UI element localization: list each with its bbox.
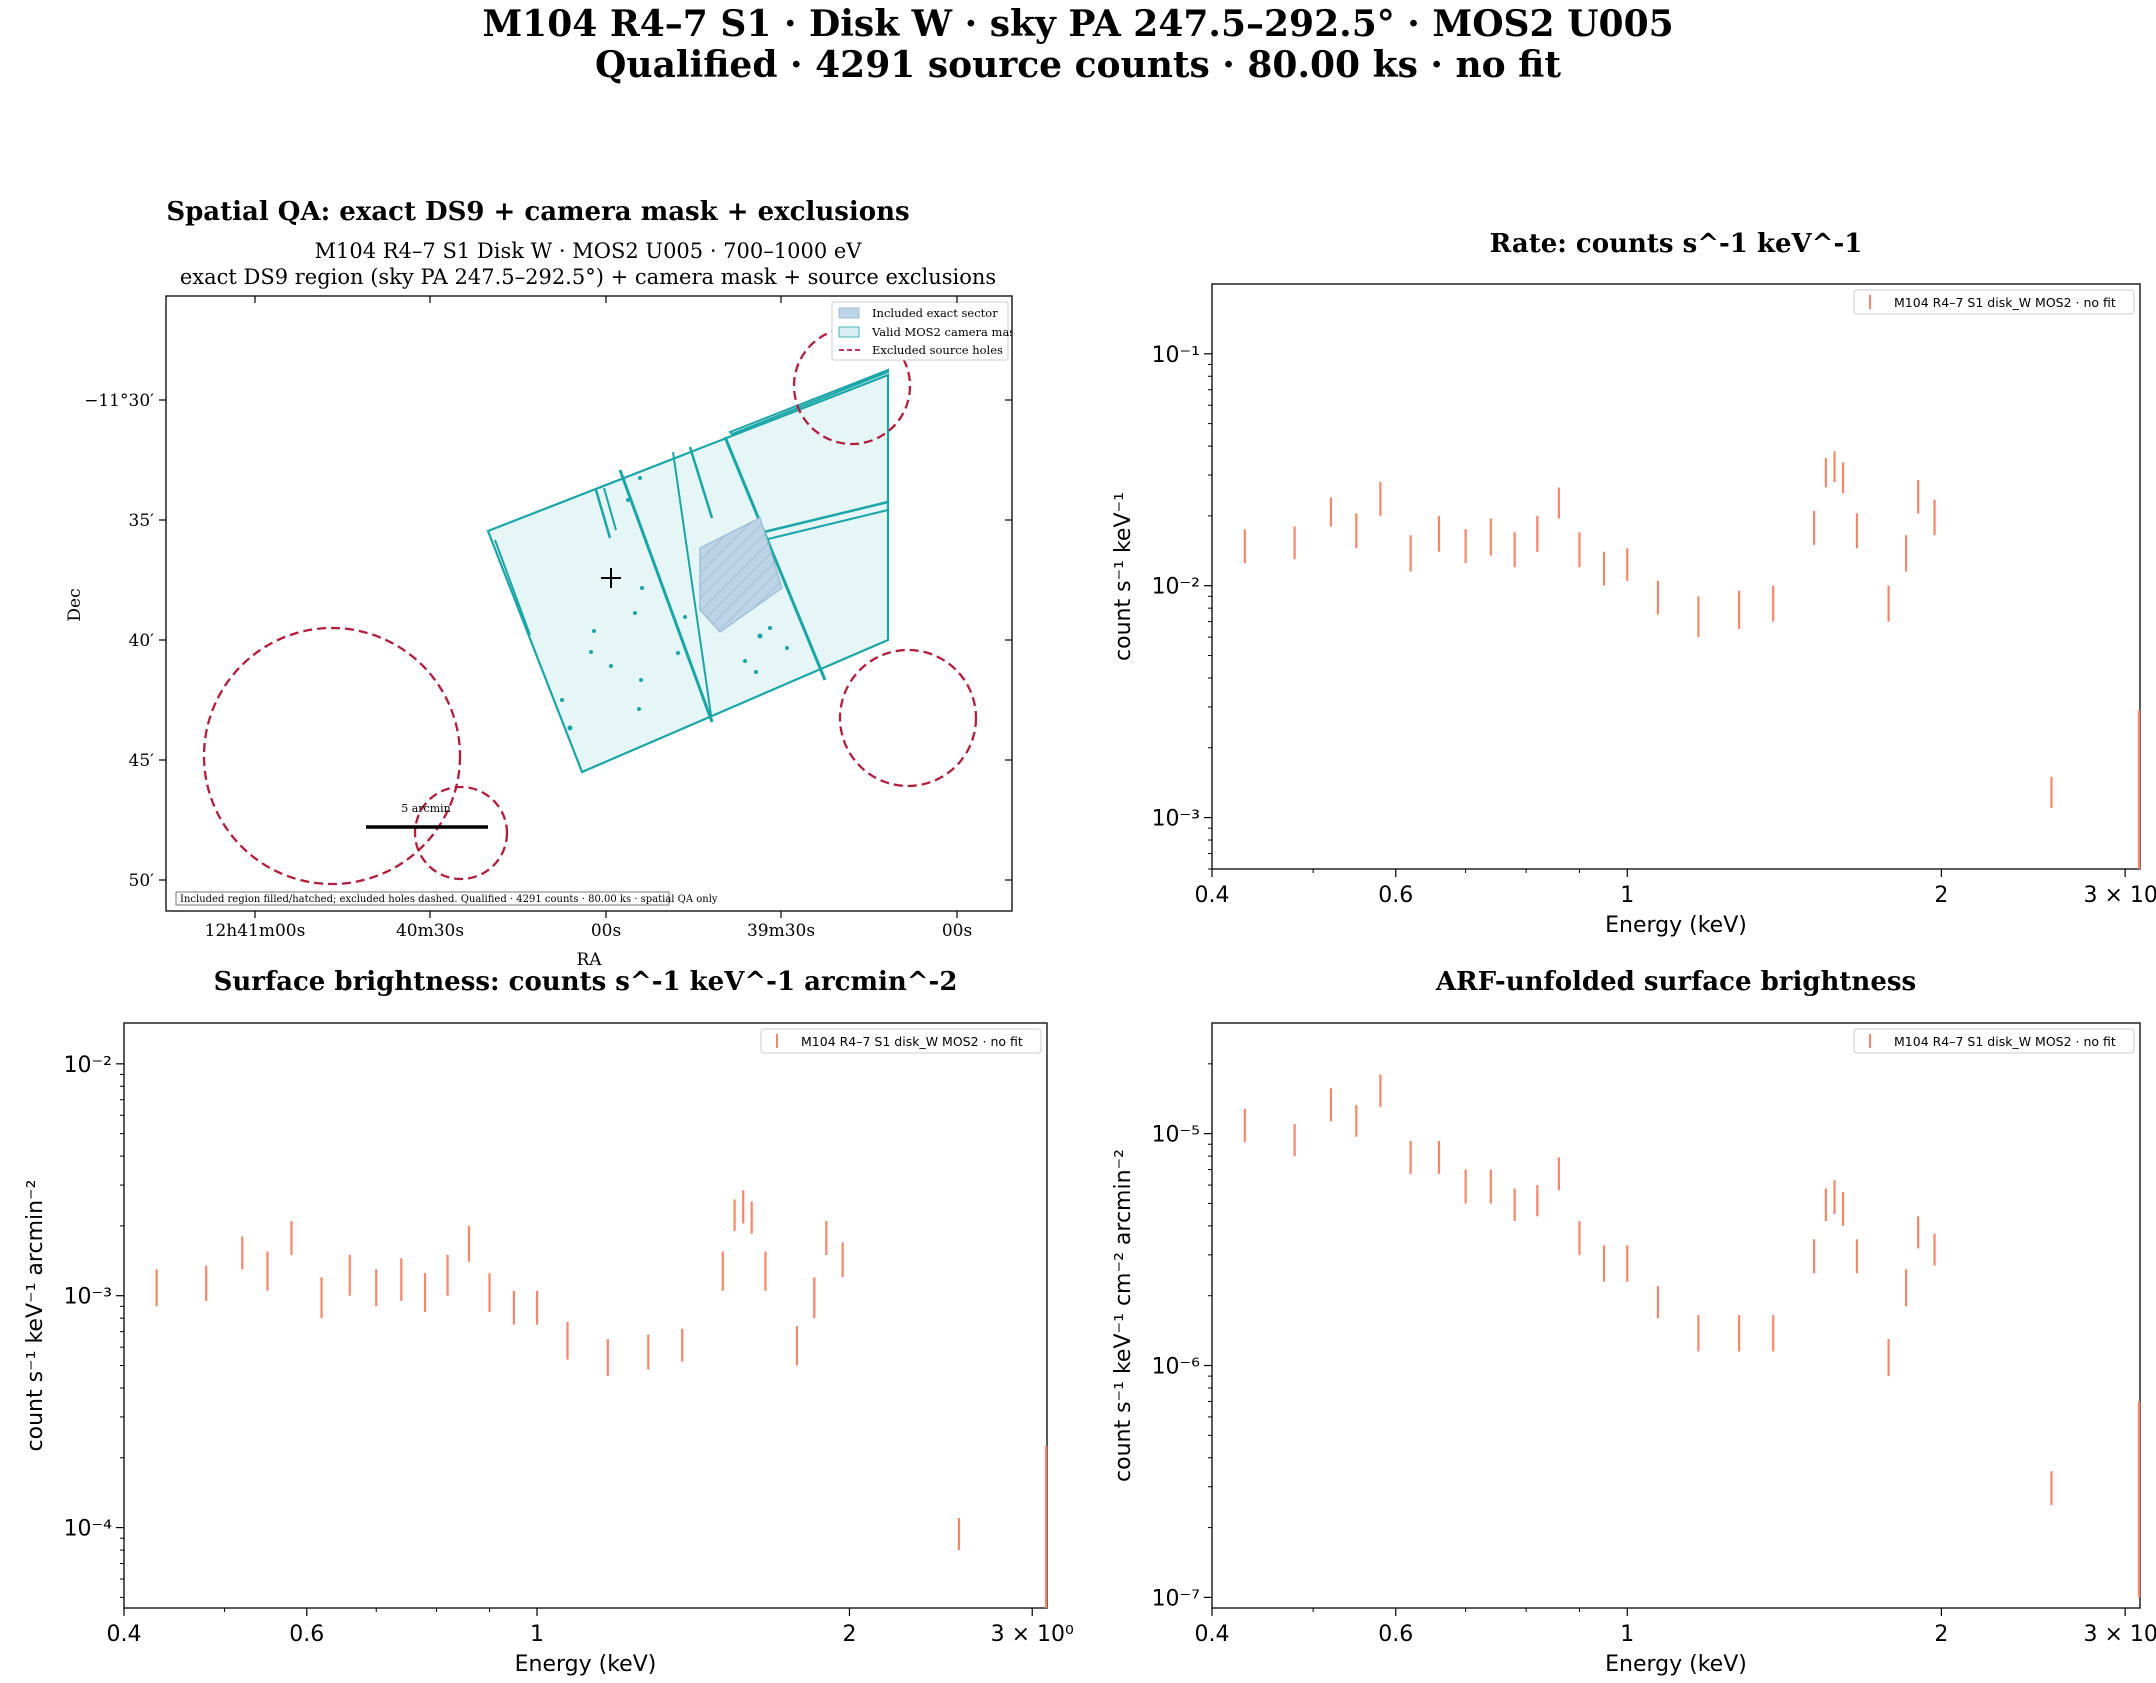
- qa-ra-tick-4: 00s: [942, 921, 972, 941]
- figure-title-line1: M104 R4–7 S1 · Disk W · sky PA 247.5–292…: [482, 3, 1673, 45]
- qa-ra-tick-1: 40m30s: [396, 921, 464, 941]
- legend-box: [1853, 1028, 2135, 1054]
- y-tick-label: 10⁻⁶: [1152, 1355, 1201, 1380]
- qa-footnote: Included region filled/hatched; excluded…: [180, 894, 718, 905]
- x-tick-label: 3 × 10⁰: [991, 1622, 1074, 1647]
- legend-box: [760, 1028, 1042, 1054]
- scale-bar-label: 5 arcmin: [401, 802, 451, 815]
- legend-entry: M104 R4–7 S1 disk_W MOS2 · no fit: [1894, 295, 2116, 310]
- x-axis-label: Energy (keV): [1605, 913, 1747, 938]
- rate-panel: Rate: counts s^-1 keV^-1 0.4 0.6 1 2 3 × 10⁰ E…: [1111, 229, 2156, 938]
- spatial-qa-panel: Spatial QA: exact DS9 + camera mask + ex…: [65, 197, 1023, 970]
- camera-mask-ccd-gap-3: [723, 436, 827, 681]
- y-tick-label: 10⁻²: [1152, 575, 1200, 600]
- axes-frame: [1211, 1022, 2141, 1609]
- qa-dec-tick-3: 45′: [129, 751, 155, 771]
- qa-dec-tick-1: 35′: [129, 511, 155, 531]
- camera-mask-chip-slit-1: [594, 489, 612, 539]
- qa-dec-tick-2: 40′: [129, 631, 155, 651]
- qa-legend-mask: Valid MOS2 camera mask: [871, 325, 1023, 339]
- qa-ra-tick-0: 12h41m00s: [205, 921, 306, 941]
- figure-title-line2: Qualified · 4291 source counts · 80.00 k…: [595, 44, 1561, 86]
- legend-entry: M104 R4–7 S1 disk_W MOS2 · no fit: [801, 1034, 1023, 1049]
- qa-ra-tick-3: 39m30s: [747, 921, 815, 941]
- x-tick-label: 0.4: [1195, 883, 1230, 908]
- legend-box: [1853, 289, 2135, 315]
- qa-legend-holes: Excluded source holes: [872, 343, 1003, 357]
- x-tick-label: 2: [842, 1622, 856, 1647]
- camera-mask-ccd-gap-1: [618, 469, 714, 723]
- x-tick-label: 0.6: [1378, 883, 1413, 908]
- x-tick-label: 0.6: [1378, 1622, 1413, 1647]
- qa-subtitle-line1: M104 R4–7 S1 Disk W · MOS2 U005 · 700–10…: [315, 239, 863, 263]
- x-tick-label: 0.4: [107, 1622, 142, 1647]
- qa-dec-ticks: [159, 399, 1012, 881]
- qa-dec-tick-0: −11°30′: [84, 391, 154, 411]
- qa-ra-ticks: [254, 296, 958, 918]
- qa-ra-tick-2: 00s: [591, 921, 621, 941]
- included-exact-sector-hatch: [700, 518, 782, 632]
- galaxy-center-cross: [601, 568, 621, 588]
- x-tick-label: 1: [1620, 1622, 1634, 1647]
- x-tick-label: 2: [1934, 1622, 1948, 1647]
- qa-ylabel: Dec: [65, 588, 85, 621]
- y-axis-label: count s⁻¹ keV⁻¹: [1111, 492, 1136, 661]
- camera-mask-edge-chip: [494, 539, 531, 636]
- axes-frame: [123, 1022, 1048, 1609]
- surface-brightness-panel: Surface brightness: counts s^-1 keV^-1 a…: [23, 967, 1074, 1677]
- camera-mask-ccd-gap-2: [672, 451, 713, 723]
- x-tick-label: 2: [1934, 883, 1948, 908]
- qa-legend-sector: Included exact sector: [872, 306, 998, 320]
- camera-mask-region: [486, 373, 890, 774]
- x-tick-label: 1: [1620, 883, 1634, 908]
- x-tick-label: 3 × 10⁰: [2084, 883, 2156, 908]
- arf-unfolded-panel: ARF-unfolded surface brightness 0.4 0.6 1 2 3…: [1111, 967, 2156, 1677]
- camera-mask-chip-slit-2: [603, 487, 617, 531]
- camera-mask-ccd-gap-4: [688, 446, 714, 519]
- camera-mask-bad-pixels: [560, 476, 789, 731]
- y-axis-label: count s⁻¹ keV⁻¹ arcmin⁻²: [23, 1180, 48, 1452]
- x-tick-label: 1: [530, 1622, 544, 1647]
- qa-title: Spatial QA: exact DS9 + camera mask + ex…: [166, 197, 909, 227]
- y-axis-label: count s⁻¹ keV⁻¹ cm⁻² arcmin⁻²: [1111, 1149, 1136, 1482]
- qa-dec-tick-4: 50′: [129, 871, 155, 891]
- x-tick-label: 3 × 10⁰: [2084, 1622, 2156, 1647]
- x-tick-label: 0.6: [289, 1622, 324, 1647]
- qa-footnote-box: [175, 891, 670, 906]
- panel-title: Surface brightness: counts s^-1 keV^-1 a…: [214, 967, 958, 997]
- excluded-hole-1: [202, 626, 462, 886]
- qa-legend: Included exact sector Valid MOS2 camera …: [831, 301, 1023, 361]
- camera-mask-ccd-gap-5: [763, 500, 889, 534]
- legend-entry: M104 R4–7 S1 disk_W MOS2 · no fit: [1894, 1034, 2116, 1049]
- x-tick-label: 0.4: [1195, 1622, 1230, 1647]
- panel-title: Rate: counts s^-1 keV^-1: [1490, 229, 1863, 259]
- camera-mask-ccd-gap-6: [763, 509, 889, 541]
- qa-subtitle-line2: exact DS9 region (sky PA 247.5–292.5°) +…: [180, 265, 996, 289]
- y-tick-label: 10⁻⁴: [64, 1517, 113, 1542]
- y-tick-label: 10⁻¹: [1152, 343, 1200, 368]
- excluded-hole-2: [413, 785, 509, 881]
- y-tick-label: 10⁻³: [1152, 807, 1200, 832]
- y-tick-label: 10⁻²: [64, 1053, 112, 1078]
- qa-xlabel: RA: [576, 950, 602, 970]
- axes-frame: [1211, 283, 2141, 870]
- y-tick-label: 10⁻⁷: [1152, 1586, 1200, 1611]
- y-tick-label: 10⁻⁵: [1152, 1123, 1200, 1148]
- camera-mask-ccd-upper: [728, 368, 889, 436]
- excluded-hole-4: [838, 648, 978, 788]
- panel-title: ARF-unfolded surface brightness: [1435, 967, 1916, 997]
- x-axis-label: Energy (keV): [515, 1652, 657, 1677]
- x-axis-label: Energy (keV): [1605, 1652, 1747, 1677]
- y-tick-label: 10⁻³: [64, 1285, 112, 1310]
